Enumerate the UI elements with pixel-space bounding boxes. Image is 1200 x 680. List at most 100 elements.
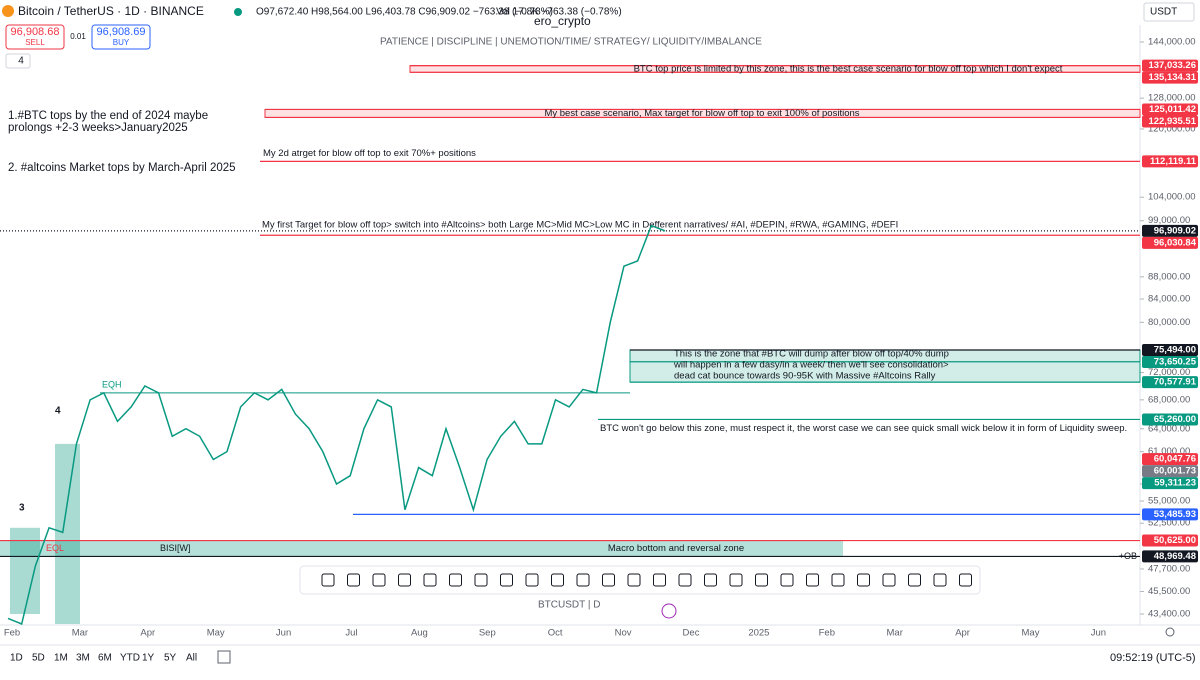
range-button[interactable]: 3M: [76, 653, 90, 664]
price-badge: [1142, 103, 1198, 116]
price-tick-label: 99,000.00: [1148, 215, 1190, 226]
price-tick-label: 43,400.00: [1148, 609, 1190, 620]
tool-icon[interactable]: [551, 573, 564, 587]
buy-button[interactable]: [91, 24, 151, 50]
price-badge: [1142, 534, 1198, 547]
note: 1.#BTC tops by the end of 2024 maybe: [8, 110, 208, 122]
status-dot: [234, 8, 242, 16]
time-tick-label: Mar: [72, 628, 88, 639]
tool-icon[interactable]: [857, 573, 870, 587]
price-badge-label: 137,033.26: [1148, 60, 1196, 71]
time-tick-label: Feb: [819, 628, 835, 639]
tool-icon[interactable]: [678, 573, 692, 587]
tool-icon[interactable]: [525, 573, 539, 587]
tool-icon[interactable]: [602, 573, 615, 587]
tool-icon[interactable]: [627, 573, 641, 587]
tool-icon[interactable]: [653, 573, 666, 587]
author: ero_crypto: [534, 14, 591, 28]
currency-select[interactable]: [1143, 2, 1195, 22]
tool-icon[interactable]: [806, 573, 819, 587]
price-badge: [1142, 453, 1198, 466]
price-badge-label: 59,311.23: [1154, 478, 1196, 489]
tool-icon[interactable]: [704, 573, 717, 587]
price-tick-label: 144,000.00: [1148, 37, 1196, 48]
price-tick-label: 84,000.00: [1148, 294, 1190, 305]
tool-icon[interactable]: [908, 573, 921, 587]
price-badge: [1142, 224, 1198, 237]
sell-label: SELL: [25, 38, 45, 47]
price-badge: [1142, 236, 1198, 249]
tool-icon[interactable]: [831, 573, 845, 587]
price-badge-label: 125,011.42: [1149, 104, 1196, 115]
time-tick-label: Apr: [955, 628, 970, 639]
time-tick-label: Dec: [683, 628, 700, 639]
settings-icon[interactable]: [1165, 627, 1175, 637]
symbol: Bitcoin / TetherUS · 1D · BINANCE: [18, 4, 204, 18]
tool-icon[interactable]: [755, 573, 768, 587]
tool-icon[interactable]: [576, 573, 590, 587]
tool-icon[interactable]: [959, 573, 972, 587]
range-button[interactable]: All: [186, 653, 197, 664]
coin-icon: [2, 5, 14, 17]
indicator-toggle[interactable]: [5, 53, 31, 69]
price-tick-label: 80,000.00: [1148, 317, 1190, 328]
price-badge: [1142, 71, 1198, 84]
price-badge: [1142, 155, 1198, 168]
price-badge-label: 53,485.93: [1154, 509, 1196, 520]
tool-icon[interactable]: [933, 573, 947, 587]
ohlc: O97,672.40 H98,564.00 L96,403.78 C96,909…: [256, 7, 553, 18]
range-button[interactable]: YTD: [120, 653, 140, 664]
zone-text: BTC top price is limited by this zone, t…: [634, 63, 1063, 74]
price-badge-label: 50,625.00: [1154, 535, 1196, 546]
clock: 09:52:19 (UTC-5): [1110, 652, 1196, 664]
zone-text: BTC won't go below this zone, must respe…: [600, 423, 1127, 434]
price-badge-label: 75,494.00: [1154, 344, 1196, 355]
price-tick-label: 104,000.00: [1148, 192, 1196, 203]
buy-label: BUY: [113, 38, 130, 47]
replay-icon[interactable]: [661, 603, 677, 619]
range-button[interactable]: 1D: [10, 653, 23, 664]
tool-icon[interactable]: [449, 573, 462, 587]
time-tick-label: Aug: [411, 628, 428, 639]
price-badge: [1142, 376, 1198, 389]
price-tick-label: 45,500.00: [1148, 586, 1190, 597]
range-button[interactable]: 5D: [32, 653, 45, 664]
wave-3: 3: [19, 503, 25, 514]
indicator-count: 4: [18, 56, 24, 67]
ob: +OB: [1119, 551, 1137, 561]
tool-icon[interactable]: [500, 573, 513, 587]
time-tick-label: Jun: [1091, 628, 1106, 639]
tool-icon[interactable]: [398, 573, 411, 587]
price-badge-label: 122,935.51: [1148, 116, 1196, 127]
range-button[interactable]: 6M: [98, 653, 112, 664]
calendar-icon[interactable]: [217, 650, 231, 664]
time-tick-label: Sep: [479, 628, 496, 639]
price-tick-label: 128,000.00: [1148, 93, 1196, 104]
zone-text: My 2d atrget for blow off top to exit 70…: [263, 148, 476, 159]
time-tick-label: Mar: [887, 628, 903, 639]
price-tick-label: 52,500.00: [1148, 518, 1190, 529]
range-button[interactable]: 1Y: [142, 653, 155, 664]
time-tick-label: Jun: [276, 628, 291, 639]
tool-icon[interactable]: [474, 573, 488, 587]
price-badge: [1142, 550, 1198, 563]
price-badge-label: 73,650.25: [1154, 356, 1197, 367]
tool-icon[interactable]: [780, 573, 794, 587]
price-badge-label: 135,134.31: [1148, 72, 1196, 83]
sell-button[interactable]: [5, 24, 65, 50]
tool-icon[interactable]: [372, 573, 386, 587]
tool-icon[interactable]: [423, 573, 437, 587]
range-button[interactable]: 5Y: [164, 653, 177, 664]
price-badge-label: 65,260.00: [1154, 414, 1196, 425]
price-badge: [1142, 115, 1198, 128]
tool-icon[interactable]: [347, 573, 360, 587]
price-badge: [1142, 59, 1198, 72]
range-button[interactable]: 1M: [54, 653, 68, 664]
tool-icon[interactable]: [729, 573, 743, 587]
price-tick-label: 120,000.00: [1148, 123, 1196, 134]
zone-text: My best case scenario, Max target for bl…: [544, 108, 859, 119]
tool-icon[interactable]: [882, 573, 896, 587]
time-tick-label: Nov: [615, 628, 632, 639]
time-tick-label: 2025: [748, 628, 769, 639]
tool-icon[interactable]: [321, 573, 335, 587]
